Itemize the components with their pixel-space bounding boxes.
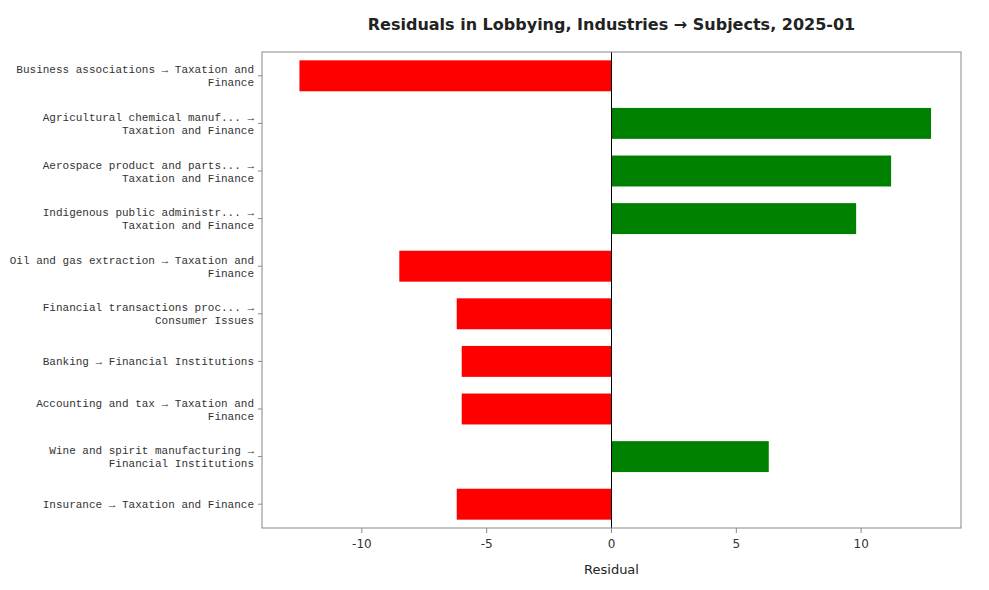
category-label: Banking → Financial Institutions: [43, 356, 254, 368]
bars: [299, 60, 931, 519]
label-line: Finance: [208, 268, 254, 280]
bar: [457, 298, 612, 329]
y-tick: [258, 313, 262, 314]
y-tick: [258, 171, 262, 172]
category-labels: Business associations → Taxation andFina…: [10, 64, 255, 511]
bar: [612, 441, 769, 472]
label-line: Oil and gas extraction → Taxation and: [10, 255, 254, 267]
label-line: Indigenous public administr... →: [43, 207, 255, 219]
category-label: Oil and gas extraction → Taxation andFin…: [10, 255, 254, 280]
label-line: Financial Institutions: [109, 458, 254, 470]
x-tick: [861, 528, 862, 533]
y-tick: [258, 75, 262, 76]
label-line: Consumer Issues: [155, 315, 254, 327]
label-line: Finance: [208, 411, 254, 423]
label-line: Aerospace product and parts... →: [43, 160, 255, 172]
x-tick-label: 0: [608, 537, 616, 551]
y-tick: [258, 361, 262, 362]
label-line: Taxation and Finance: [122, 173, 254, 185]
category-label: Agricultural chemical manuf... →Taxation…: [43, 112, 255, 137]
label-line: Insurance → Taxation and Finance: [43, 499, 254, 511]
label-line: Wine and spirit manufacturing →: [49, 445, 254, 457]
plot-area: [262, 52, 961, 528]
category-label: Wine and spirit manufacturing →Financial…: [49, 445, 254, 470]
title: Residuals in Lobbying, Industries → Subj…: [368, 15, 855, 34]
label-line: Accounting and tax → Taxation and: [36, 398, 254, 410]
plot-frame: [262, 52, 961, 528]
y-tick: [258, 266, 262, 267]
x-tick: [486, 528, 487, 533]
y-tick: [258, 123, 262, 124]
y-tick: [258, 504, 262, 505]
x-tick: [361, 528, 362, 533]
bar: [299, 60, 611, 91]
x-tick-label: -5: [481, 537, 493, 551]
bar: [612, 108, 932, 139]
label-line: Taxation and Finance: [122, 125, 254, 137]
label-line: Finance: [208, 77, 254, 89]
y-tick: [258, 218, 262, 219]
category-label: Business associations → Taxation andFina…: [16, 64, 254, 89]
category-label: Accounting and tax → Taxation andFinance: [36, 398, 254, 423]
x-tick-label: 5: [733, 537, 741, 551]
x-tick-label: 10: [854, 537, 869, 551]
chart: Residuals in Lobbying, Industries → Subj…: [0, 0, 989, 590]
bar: [462, 346, 612, 377]
x-tick: [736, 528, 737, 533]
y-tick: [258, 409, 262, 410]
x-axis-label: Residual: [584, 562, 639, 577]
label-line: Business associations → Taxation and: [16, 64, 254, 76]
category-label: Financial transactions proc... →Consumer…: [43, 302, 255, 327]
bar: [612, 156, 892, 187]
x-tick: [611, 528, 612, 533]
zero-line: [611, 52, 612, 528]
bar: [399, 251, 611, 282]
bar: [457, 489, 612, 520]
bar: [612, 203, 857, 234]
page: {"chart_data": {"type": "bar", "orientat…: [0, 0, 989, 590]
category-label: Aerospace product and parts... →Taxation…: [43, 160, 255, 185]
y-tick: [258, 456, 262, 457]
label-line: Taxation and Finance: [122, 220, 254, 232]
bar: [462, 394, 612, 425]
x-tick-label: -10: [352, 537, 372, 551]
label-line: Banking → Financial Institutions: [43, 356, 254, 368]
label-line: Agricultural chemical manuf... →: [43, 112, 255, 124]
label-line: Financial transactions proc... →: [43, 302, 255, 314]
category-label: Insurance → Taxation and Finance: [43, 499, 254, 511]
category-label: Indigenous public administr... →Taxation…: [43, 207, 255, 232]
